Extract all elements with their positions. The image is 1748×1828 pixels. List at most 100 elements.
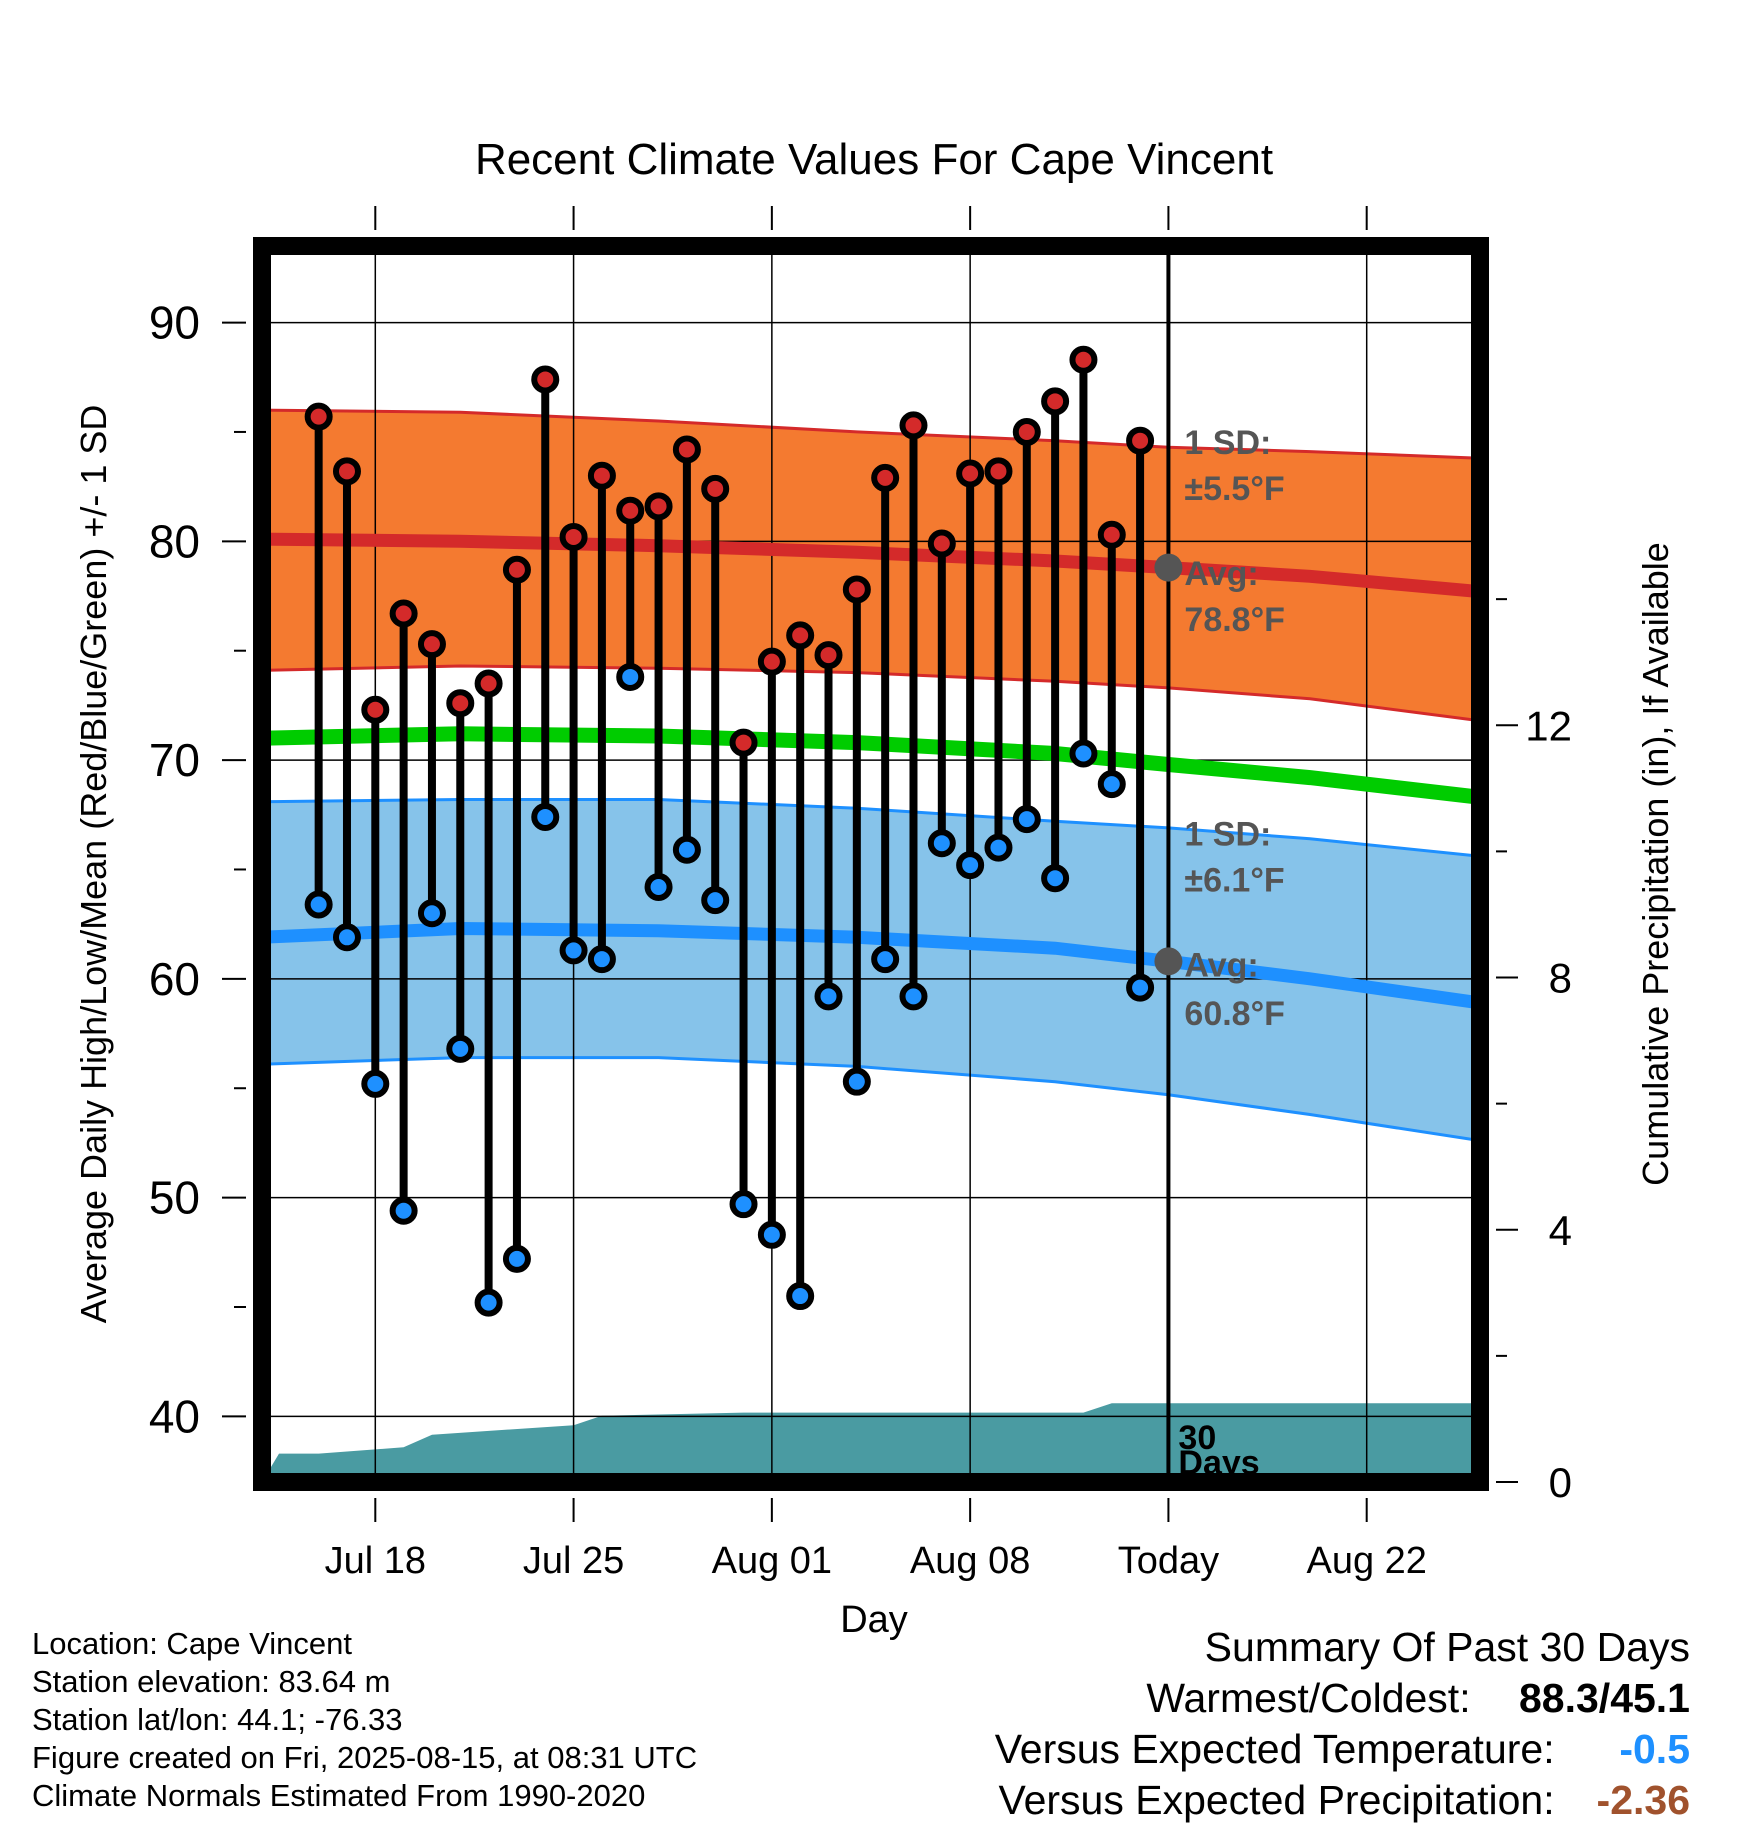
daily-low-point	[417, 899, 446, 928]
precip-departure-row: Versus Expected Precipitation: -2.36	[995, 1775, 1691, 1826]
daily-low-point	[332, 923, 361, 952]
latlon-text: Station lat/lon: 44.1; -76.33	[32, 1702, 403, 1737]
daily-high-point	[1041, 387, 1070, 416]
daily-high-point	[786, 621, 815, 650]
plot-area: 1 SD: ±5.5°F Avg: 78.8°F 1 SD: ±6.1°F Avg: 60.8…	[149, 206, 1572, 1582]
chart-title: Recent Climate Values For Cape Vincent	[475, 135, 1273, 184]
daily-high-point	[842, 575, 871, 604]
warmest-coldest-row: Warmest/Coldest: 88.3/45.1	[995, 1673, 1690, 1724]
plot-frame	[253, 237, 1489, 1491]
elevation-text: Station elevation: 83.64 m	[32, 1664, 391, 1699]
precipitation-area	[262, 1403, 1480, 1482]
daily-low-point	[786, 1282, 815, 1311]
location-text: Location: Cape Vincent	[32, 1626, 352, 1661]
daily-high-point	[332, 457, 361, 486]
y-tick-label: 50	[149, 1172, 200, 1224]
high-sd-value: ±5.5°F	[1184, 470, 1284, 508]
x-tick-label: Jul 18	[325, 1540, 426, 1582]
daily-high-point	[474, 669, 503, 698]
today-high-avg-marker	[1154, 553, 1183, 582]
daily-low-point	[984, 833, 1013, 862]
daily-low-point	[1097, 770, 1126, 799]
warmest-value: 88.3	[1518, 1675, 1599, 1721]
x-tick-label: Today	[1118, 1540, 1219, 1582]
daily-high-point	[417, 630, 446, 659]
created-text: Figure created on Fri, 2025-08-15, at 08…	[32, 1740, 698, 1775]
today-low-avg-marker	[1154, 947, 1183, 976]
daily-high-point	[701, 474, 730, 503]
daily-high-point	[559, 522, 588, 551]
summary-title: Summary Of Past 30 Days	[1204, 1624, 1690, 1670]
daily-low-point	[446, 1034, 475, 1063]
daily-low-point	[616, 662, 645, 691]
high-sd-lower-line	[262, 664, 1480, 723]
temp-departure-row: Versus Expected Temperature: -0.5	[995, 1724, 1690, 1775]
daily-high-point	[871, 463, 900, 492]
y-tick-label: 80	[149, 515, 200, 567]
y2-tick-label: 12	[1525, 702, 1572, 749]
y2-tick-label: 8	[1549, 955, 1572, 1002]
daily-low-point	[757, 1220, 786, 1249]
temp-departure-value: -0.5	[1619, 1726, 1690, 1772]
x-axis-label: Day	[840, 1599, 908, 1641]
warmest-coldest-label: Warmest/Coldest:	[1146, 1675, 1471, 1721]
daily-high-point	[502, 555, 531, 584]
daily-low-point	[587, 945, 616, 974]
y-tick-label: 40	[149, 1390, 200, 1442]
y2-tick-label: 4	[1549, 1207, 1572, 1254]
y-axis-label: Average Daily High/Low/Mean (Red/Blue/Gr…	[73, 405, 114, 1324]
daily-high-point	[757, 647, 786, 676]
warmest-coldest-value: 88.3/45.1	[1518, 1675, 1690, 1721]
daily-high-point	[1126, 426, 1155, 455]
mean-avg-line	[262, 726, 1480, 805]
daily-low-point	[1126, 973, 1155, 1002]
y-tick-label: 60	[149, 953, 200, 1005]
x-tick-label: Jul 25	[523, 1540, 624, 1582]
low-sd-label: 1 SD:	[1184, 815, 1271, 853]
summary-panel: Summary Of Past 30 Days Warmest/Coldest:…	[995, 1622, 1690, 1826]
daily-low-point	[1069, 739, 1098, 768]
daily-high-point	[956, 459, 985, 488]
daily-low-point	[1041, 864, 1070, 893]
temp-departure-label: Versus Expected Temperature:	[994, 1726, 1555, 1772]
daily-low-point	[814, 982, 843, 1011]
y2-tick-label: 0	[1549, 1459, 1572, 1506]
daily-high-point	[389, 599, 418, 628]
daily-high-point	[927, 529, 956, 558]
precip-departure-label: Versus Expected Precipitation:	[998, 1777, 1555, 1823]
daily-high-point	[531, 365, 560, 394]
daily-low-point	[389, 1196, 418, 1225]
low-sd-lower-line	[262, 1056, 1480, 1143]
high-avg-line	[262, 532, 1480, 599]
daily-low-point	[927, 829, 956, 858]
daily-low-point	[871, 945, 900, 974]
high-avg-label: Avg:	[1184, 555, 1258, 593]
daily-high-point	[644, 492, 673, 521]
low-sd-value: ±6.1°F	[1184, 861, 1284, 899]
daily-low-point	[474, 1288, 503, 1317]
normals-text: Climate Normals Estimated From 1990-2020	[32, 1778, 646, 1813]
low-avg-label: Avg:	[1184, 947, 1258, 985]
window-count-label: 30	[1178, 1419, 1216, 1457]
daily-high-point	[984, 457, 1013, 486]
y-tick-label: 70	[149, 734, 200, 786]
daily-high-point	[587, 461, 616, 490]
daily-low-point	[361, 1069, 390, 1098]
high-sd-upper-line	[262, 408, 1480, 460]
x-tick-label: Aug 22	[1306, 1540, 1426, 1582]
daily-high-point	[304, 402, 333, 431]
daily-low-point	[729, 1190, 758, 1219]
daily-low-point	[502, 1244, 531, 1273]
high-sd-band	[262, 410, 1480, 721]
daily-low-point	[672, 835, 701, 864]
high-sd-label: 1 SD:	[1184, 424, 1271, 462]
x-tick-label: Aug 01	[712, 1540, 832, 1582]
y-tick-label: 90	[149, 297, 200, 349]
daily-low-point	[701, 886, 730, 915]
daily-high-point	[1097, 520, 1126, 549]
low-sd-upper-line	[262, 798, 1480, 858]
y2-axis-label: Cumulative Precipitation (in), If Availa…	[1635, 542, 1676, 1186]
daily-high-point	[814, 641, 843, 670]
coldest-value: 45.1	[1610, 1675, 1690, 1721]
